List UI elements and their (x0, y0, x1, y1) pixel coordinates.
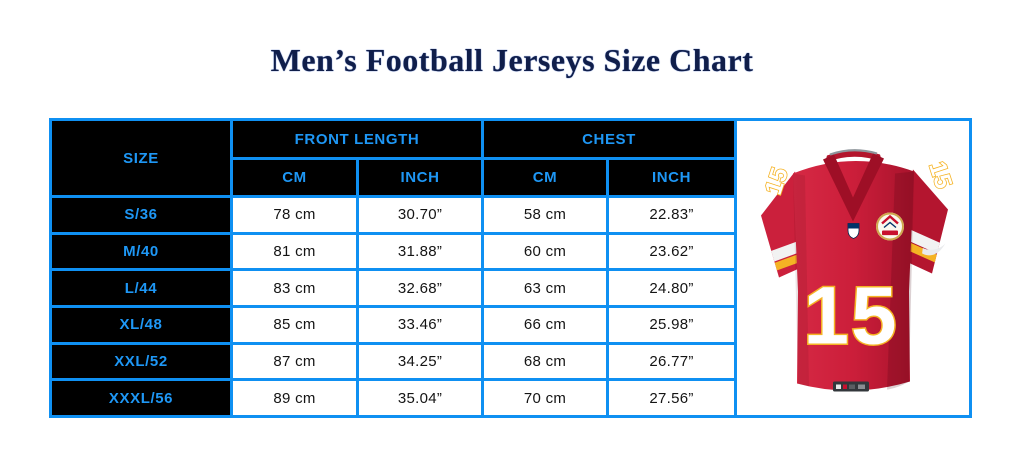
size-label: XL/48 (52, 308, 230, 342)
jock-tag (833, 381, 869, 392)
chest-inch-value: 24.80” (609, 271, 734, 305)
front-length-inch-value: 31.88” (359, 234, 481, 269)
chest-inch-value: 22.83” (609, 198, 734, 232)
size-label: XXL/52 (52, 344, 230, 379)
red-football-jersey-illustration: 15 15 15 (759, 149, 958, 392)
front-length-inch-value: 30.70” (359, 198, 481, 232)
chest-cm-value: 60 cm (484, 234, 606, 269)
subheader-front-inch: INCH (359, 160, 481, 195)
size-label: M/40 (52, 234, 230, 269)
page-title: Men’s Football Jerseys Size Chart (270, 42, 754, 78)
chest-inch-value: 23.62” (609, 234, 734, 269)
column-header-size: SIZE (52, 121, 230, 195)
front-length-cm-value: 78 cm (233, 198, 356, 232)
nfl-shield-logo (847, 223, 860, 239)
chest-inch-value: 25.98” (609, 308, 734, 342)
chest-patch (876, 212, 904, 241)
chest-cm-value: 70 cm (484, 381, 606, 415)
chest-cm-value: 58 cm (484, 198, 606, 232)
front-length-inch-value: 32.68” (359, 271, 481, 305)
front-length-cm-value: 81 cm (233, 234, 356, 269)
chest-inch-value: 26.77” (609, 344, 734, 379)
jersey-chest-number: 15 (803, 271, 898, 362)
chest-inch-value: 27.56” (609, 381, 734, 415)
chest-cm-value: 66 cm (484, 308, 606, 342)
subheader-chest-cm: CM (484, 160, 606, 195)
jersey-product-image: 15 15 15 (737, 121, 969, 415)
front-length-inch-value: 35.04” (359, 381, 481, 415)
column-header-chest: CHEST (484, 121, 734, 157)
size-label: L/44 (52, 271, 230, 305)
front-length-cm-value: 87 cm (233, 344, 356, 379)
size-label: S/36 (52, 198, 230, 232)
size-chart-table: SIZE FRONT LENGTH CHEST CM INCH CM INCH … (49, 118, 972, 418)
front-length-cm-value: 83 cm (233, 271, 356, 305)
column-header-front-length: FRONT LENGTH (233, 121, 481, 157)
front-length-inch-value: 33.46” (359, 308, 481, 342)
chest-cm-value: 63 cm (484, 271, 606, 305)
front-length-cm-value: 85 cm (233, 308, 356, 342)
front-length-inch-value: 34.25” (359, 344, 481, 379)
chest-cm-value: 68 cm (484, 344, 606, 379)
size-label: XXXL/56 (52, 381, 230, 415)
subheader-chest-inch: INCH (609, 160, 734, 195)
front-length-cm-value: 89 cm (233, 381, 356, 415)
subheader-front-cm: CM (233, 160, 356, 195)
